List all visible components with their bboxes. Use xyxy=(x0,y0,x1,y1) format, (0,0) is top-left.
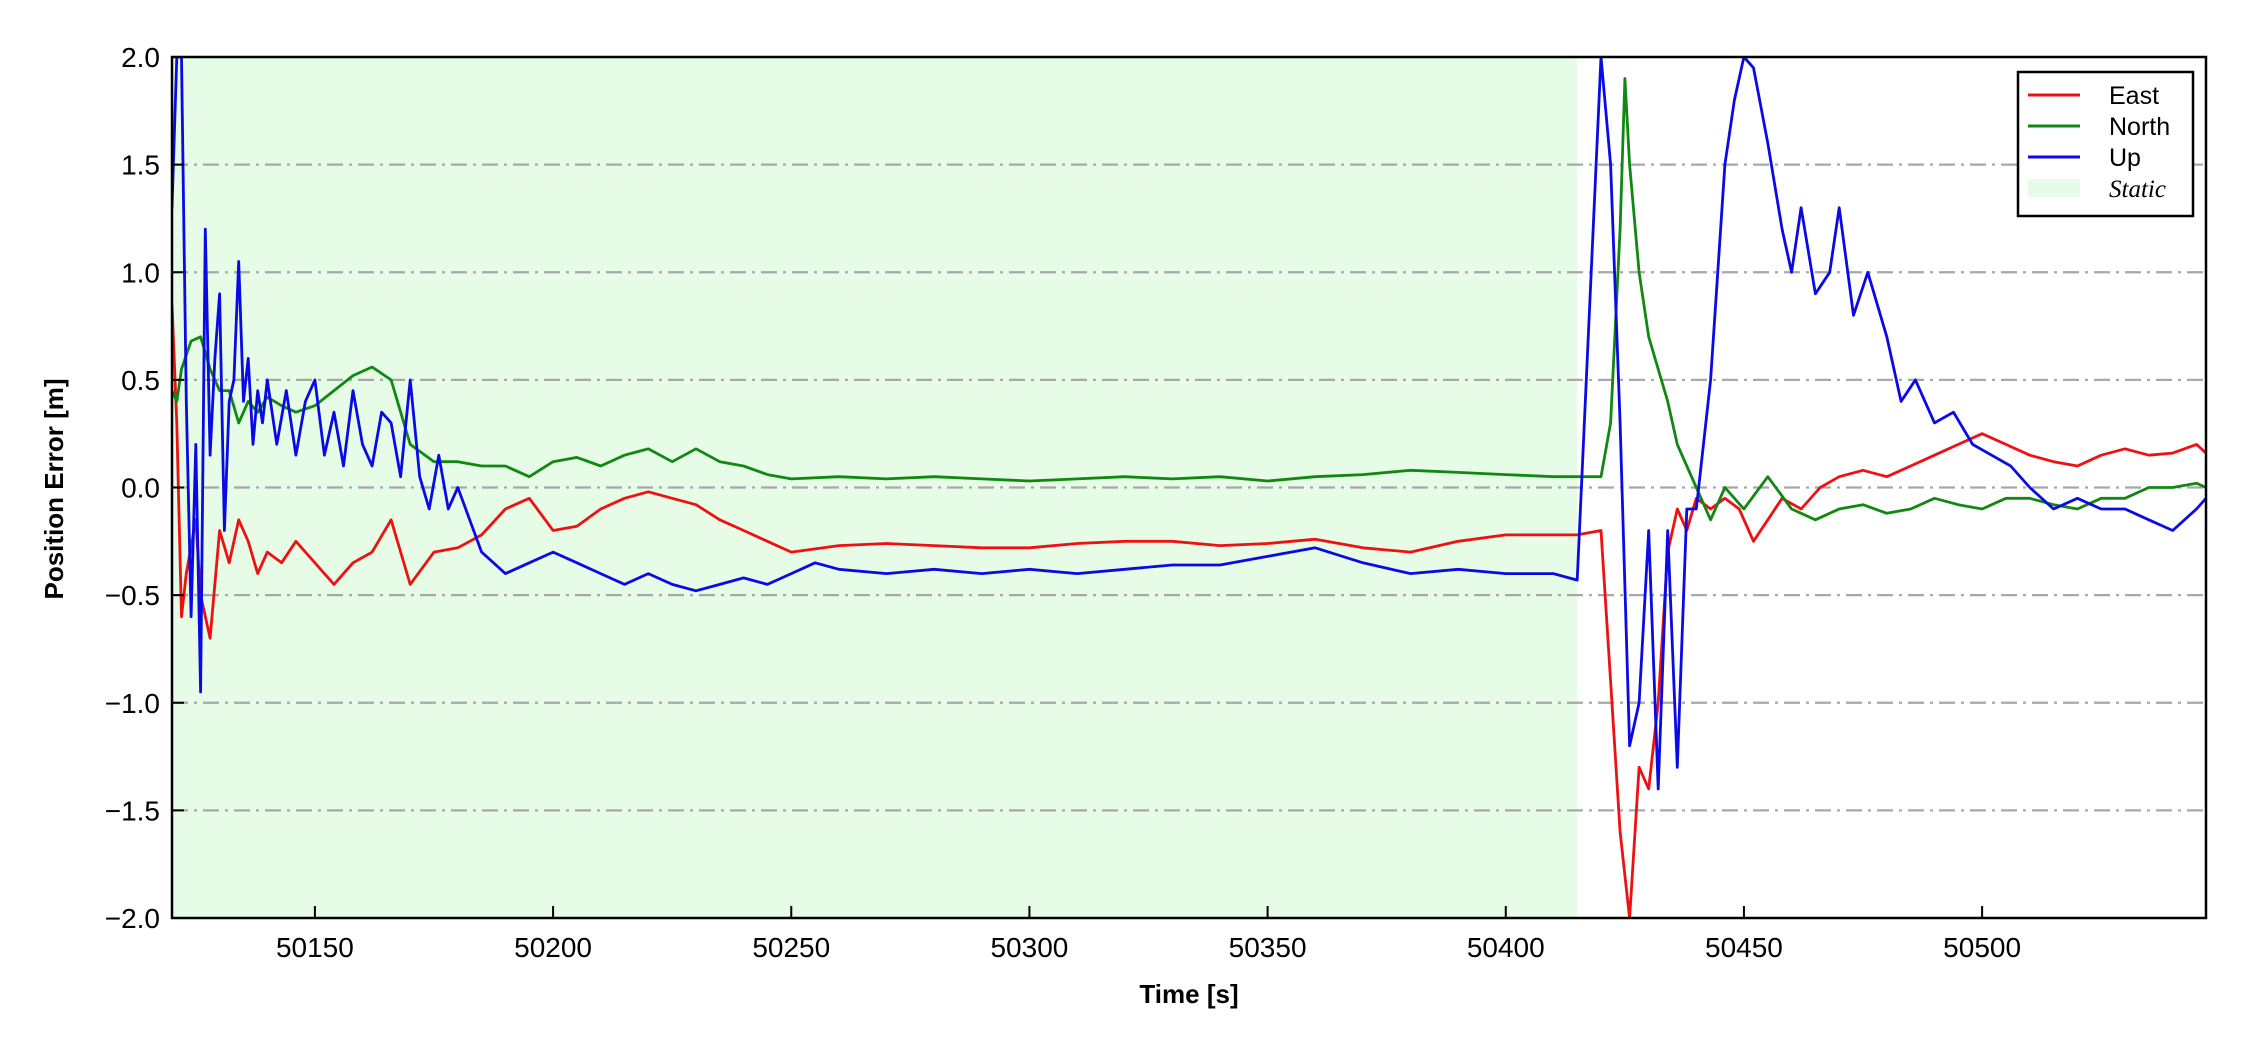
y-tick-label: −1.5 xyxy=(105,795,160,826)
series-line-east xyxy=(172,303,2206,918)
x-axis-title: Time [s] xyxy=(1139,979,1238,1009)
x-tick-label: 50400 xyxy=(1467,932,1545,963)
y-tick-label: 2.0 xyxy=(121,42,160,73)
legend-label-north: North xyxy=(2109,113,2170,141)
x-tick-label: 50500 xyxy=(1943,932,2021,963)
y-tick-label: −0.5 xyxy=(105,580,160,611)
legend-label-up: Up xyxy=(2109,144,2141,172)
legend-swatch-static xyxy=(2028,179,2080,197)
y-tick-label: −1.0 xyxy=(105,688,160,719)
series-line-up xyxy=(172,57,2206,791)
x-tick-label: 50200 xyxy=(514,932,592,963)
y-tick-label: 1.0 xyxy=(121,257,160,288)
legend-label-east: East xyxy=(2109,82,2159,110)
x-tick-label: 50300 xyxy=(990,932,1068,963)
x-tick-label: 50150 xyxy=(276,932,354,963)
x-tick-label: 50250 xyxy=(752,932,830,963)
legend: East North Up Static xyxy=(2016,70,2195,218)
y-tick-label: 0.0 xyxy=(121,473,160,504)
x-tick-label: 50450 xyxy=(1705,932,1783,963)
y-tick-label: 0.5 xyxy=(121,365,160,396)
y-axis-title: Position Error [m] xyxy=(39,378,69,599)
y-tick-label: 1.5 xyxy=(121,150,160,181)
y-tick-label: −2.0 xyxy=(105,903,160,934)
legend-label-static: Static xyxy=(2109,176,2166,203)
series-line-north xyxy=(172,77,2206,522)
x-tick-label: 50350 xyxy=(1229,932,1307,963)
